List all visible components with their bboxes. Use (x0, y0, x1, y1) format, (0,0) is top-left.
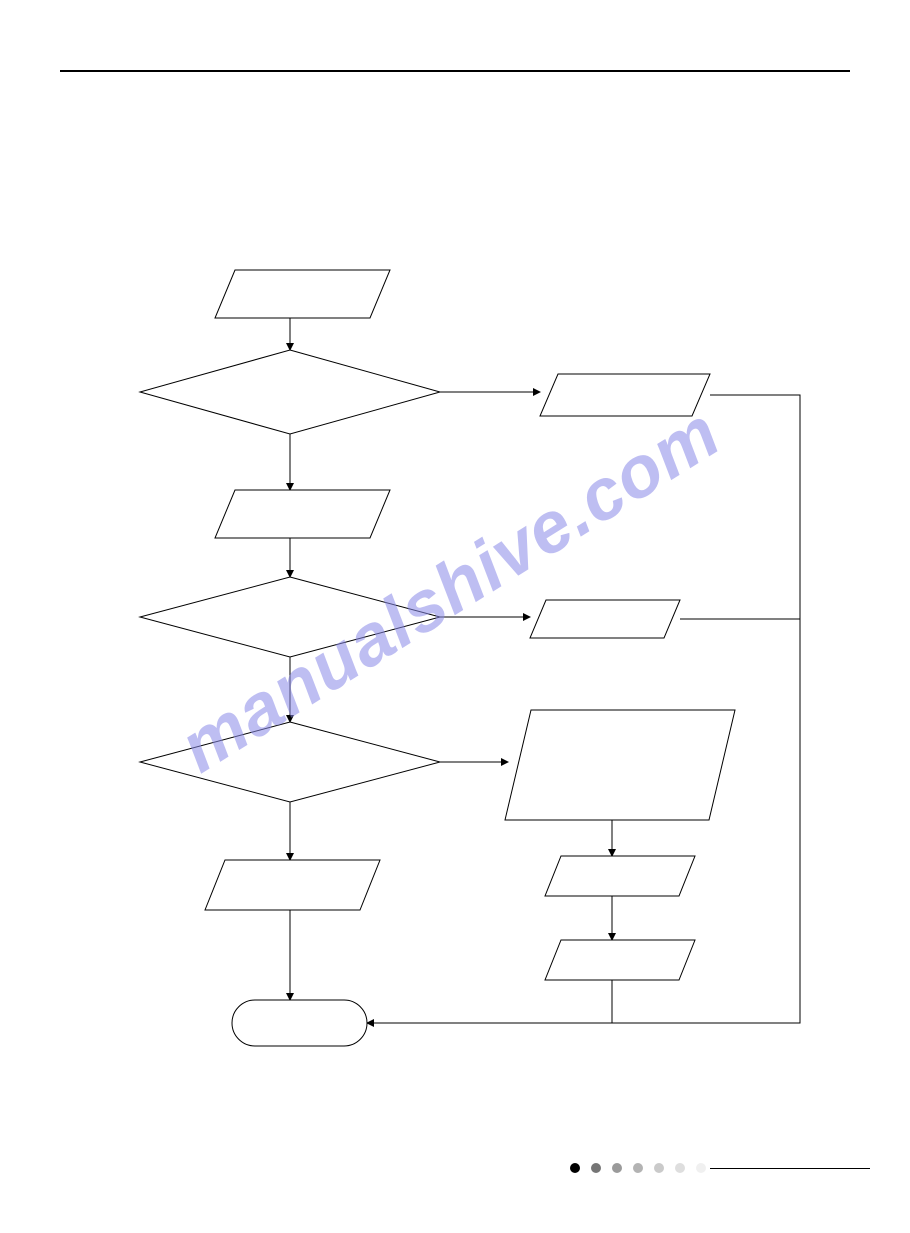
flowchart-node-n2 (215, 490, 390, 538)
footer-rule (710, 1168, 870, 1170)
flowchart-node-p3 (505, 710, 735, 820)
flowchart-edge-2 (367, 395, 800, 1023)
footer-dot (654, 1163, 664, 1173)
flowchart-node-n3 (205, 860, 380, 910)
footer-dot (633, 1163, 643, 1173)
flowchart-node-end (232, 1000, 367, 1046)
nodes-layer (140, 270, 735, 1046)
footer-dot (591, 1163, 601, 1173)
flowchart-node-n1 (215, 270, 390, 318)
flowchart-node-d1 (140, 350, 440, 434)
footer-dot (696, 1163, 706, 1173)
flowchart-node-d3 (140, 722, 440, 802)
flowchart-node-p5 (545, 940, 695, 980)
footer-dot (570, 1163, 580, 1173)
footer-dot (612, 1163, 622, 1173)
flowchart-node-p4 (545, 856, 695, 896)
edges-layer (290, 318, 800, 1023)
flowchart-svg (0, 0, 910, 1233)
flowchart-node-p1 (540, 374, 710, 416)
footer-dot (675, 1163, 685, 1173)
flowchart-node-p2 (530, 600, 680, 638)
flowchart-node-d2 (140, 577, 440, 657)
footer-dots (570, 1163, 706, 1173)
